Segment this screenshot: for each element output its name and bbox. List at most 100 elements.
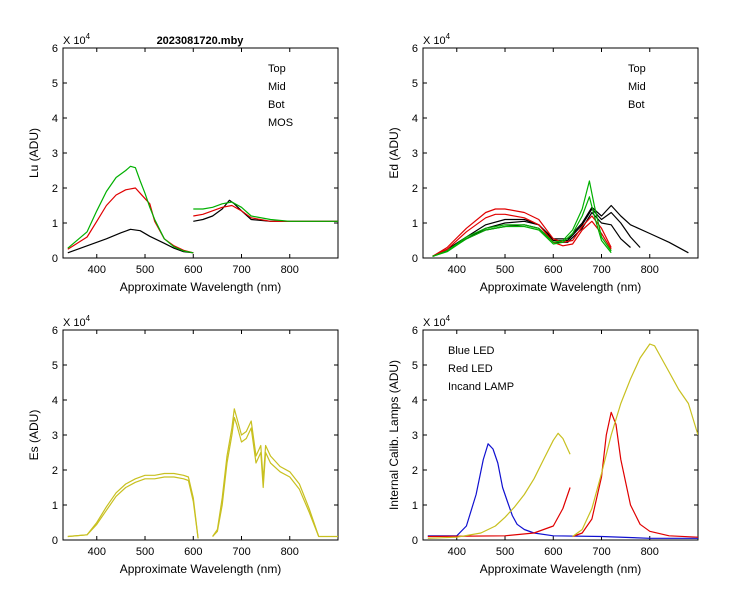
- lamps-xtick-label: 800: [641, 546, 659, 558]
- es-x-axis-label: Approximate Wavelength (nm): [120, 562, 282, 576]
- ed-exponent-power: 4: [446, 32, 451, 41]
- es-ytick-label: 6: [52, 325, 58, 337]
- es-xtick-label: 400: [88, 546, 106, 558]
- ed-series-mid-line: [432, 213, 612, 257]
- lu-series-bot-line: [67, 165, 194, 254]
- es-xtick-label: 600: [184, 546, 202, 558]
- es-exponent-base: X 10: [63, 317, 86, 329]
- lu-ytick-label: 6: [52, 43, 58, 55]
- lamps-series-incand-lamp-line: [427, 432, 571, 539]
- lu-legend-top: Top: [268, 63, 286, 75]
- es-xtick-label: 700: [232, 546, 250, 558]
- es-exponent-label: X 104: [63, 314, 91, 329]
- ed-xtick-label: 700: [592, 264, 610, 276]
- ed-xtick-label: 400: [448, 264, 466, 276]
- lamps-exponent-label: X 104: [423, 314, 451, 329]
- ed-ytick-label: 0: [412, 253, 418, 265]
- lu-legend-mos: MOS: [268, 117, 293, 129]
- lu-ytick-label: 5: [52, 78, 58, 90]
- lu-legend-mid: Mid: [268, 81, 286, 93]
- es-ytick-label: 2: [52, 465, 58, 477]
- lamps-ytick-label: 0: [412, 535, 418, 547]
- lu-exponent-power: 4: [86, 32, 91, 41]
- ed-ytick-label: 1: [412, 218, 418, 230]
- ed-x-axis-label: Approximate Wavelength (nm): [480, 280, 642, 294]
- lu-x-axis-label: Approximate Wavelength (nm): [120, 280, 282, 294]
- es-xtick-label: 500: [136, 546, 154, 558]
- lu-xtick-label: 700: [232, 264, 250, 276]
- lamps-series-group: [427, 343, 698, 539]
- lu-series-top-line: [67, 228, 194, 254]
- ed-y-axis-label: Ed (ADU): [387, 127, 401, 178]
- es-series-es-line: [212, 408, 338, 538]
- ed-legend-mid: Mid: [628, 81, 646, 93]
- lamps-xtick-label: 600: [544, 546, 562, 558]
- lamps-series-red-led-line: [572, 411, 698, 538]
- lamps-ytick-label: 1: [412, 500, 418, 512]
- ed-ytick-label: 6: [412, 43, 418, 55]
- lu-xtick-label: 800: [281, 264, 299, 276]
- lamps-exponent-base: X 10: [423, 317, 446, 329]
- lu-ytick-label: 2: [52, 183, 58, 195]
- lamps-y-axis-label: Internal Calib. Lamps (ADU): [387, 360, 401, 510]
- lamps-ytick-label: 6: [412, 325, 418, 337]
- es-series-es-line: [67, 472, 199, 539]
- es-y-axis-label: Es (ADU): [27, 410, 41, 461]
- lamps-xtick-label: 700: [592, 546, 610, 558]
- ed-legend-bot: Bot: [628, 99, 645, 111]
- lamps-series-blue-led-line: [427, 443, 698, 539]
- ed-exponent-base: X 10: [423, 35, 446, 47]
- es-xtick-label: 800: [281, 546, 299, 558]
- es-series-es-line: [67, 476, 199, 539]
- ed-xtick-label: 500: [496, 264, 514, 276]
- lu-series-mid-line: [67, 187, 194, 254]
- lamps-legend-red-led: Red LED: [448, 363, 493, 375]
- es-ytick-label: 1: [52, 500, 58, 512]
- lamps-series-red-led-line: [427, 487, 571, 538]
- lu-y-axis-label: Lu (ADU): [27, 128, 41, 178]
- lamps-ytick-label: 3: [412, 430, 418, 442]
- es-ytick-label: 4: [52, 395, 58, 407]
- ed-legend-top: Top: [628, 63, 646, 75]
- lamps-ytick-label: 2: [412, 465, 418, 477]
- ed-ytick-label: 4: [412, 113, 418, 125]
- ed-ytick-label: 5: [412, 78, 418, 90]
- es-ytick-label: 5: [52, 360, 58, 372]
- lu-series-bot-line: [193, 201, 338, 222]
- es-exponent-power: 4: [86, 314, 91, 323]
- lamps-xtick-label: 500: [496, 546, 514, 558]
- lamps-ytick-label: 4: [412, 395, 418, 407]
- lamps-x-axis-label: Approximate Wavelength (nm): [480, 562, 642, 576]
- lu-legend-bot: Bot: [268, 99, 285, 111]
- ed-series-group: [432, 180, 689, 257]
- es-series-es-line: [212, 416, 320, 537]
- lu-ytick-label: 0: [52, 253, 58, 265]
- es-series-group: [67, 408, 338, 539]
- lu-exponent-base: X 10: [63, 35, 86, 47]
- lu-xtick-label: 500: [136, 264, 154, 276]
- ed-series-bot-line: [432, 196, 612, 257]
- ed-xtick-label: 600: [544, 264, 562, 276]
- lamps-xtick-label: 400: [448, 546, 466, 558]
- ed-ytick-label: 3: [412, 148, 418, 160]
- lu-xtick-label: 600: [184, 264, 202, 276]
- lu-ytick-label: 4: [52, 113, 58, 125]
- figure-title: 2023081720.mby: [157, 35, 245, 47]
- ed-series-mid-line: [432, 208, 612, 257]
- lu-series-group: [67, 165, 338, 254]
- lamps-exponent-power: 4: [446, 314, 451, 323]
- lamps-ytick-label: 5: [412, 360, 418, 372]
- lamps-legend-blue-led: Blue LED: [448, 345, 495, 357]
- ed-series-bot-line: [432, 180, 612, 257]
- es-ytick-label: 0: [52, 535, 58, 547]
- lamps-legend-incand-lamp: Incand LAMP: [448, 381, 514, 393]
- ed-ytick-label: 2: [412, 183, 418, 195]
- ed-exponent-label: X 104: [423, 32, 451, 47]
- lamps-series-incand-lamp-line: [572, 343, 698, 537]
- lu-xtick-label: 400: [88, 264, 106, 276]
